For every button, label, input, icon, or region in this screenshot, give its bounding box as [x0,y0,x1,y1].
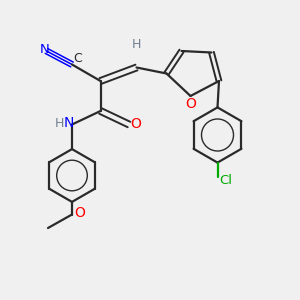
Text: N: N [40,43,50,56]
Text: O: O [185,98,196,111]
Text: C: C [74,52,82,65]
Text: O: O [74,206,85,220]
Text: O: O [130,118,141,131]
Text: H: H [132,38,141,52]
Text: H: H [55,116,64,130]
Text: Cl: Cl [219,173,232,187]
Text: N: N [63,116,74,130]
